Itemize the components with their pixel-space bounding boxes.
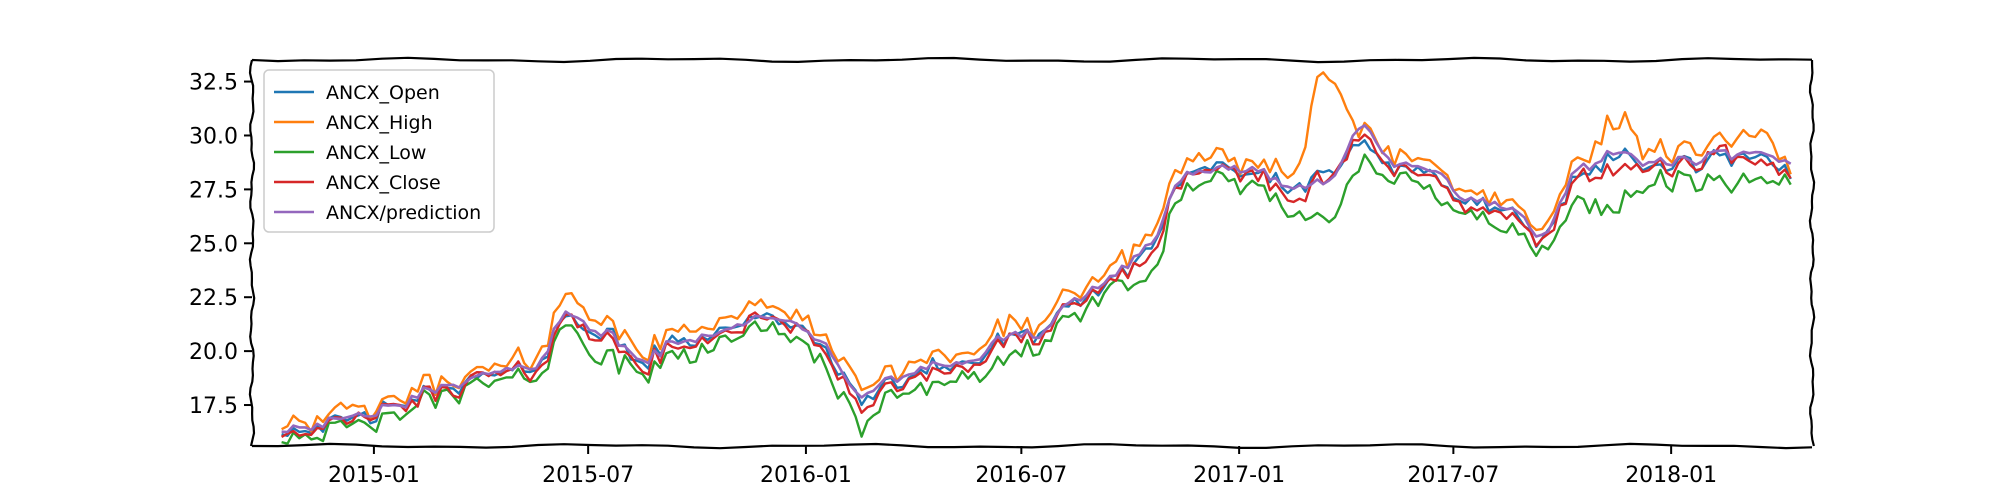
- y-tick-label: 17.5: [189, 394, 238, 419]
- axis-right: [1808, 59, 1816, 447]
- y-tick-label: 32.5: [189, 71, 238, 96]
- legend-label: ANCX_Open: [326, 82, 440, 104]
- y-tick-label: 22.5: [189, 286, 238, 311]
- legend-label: ANCX_Close: [326, 172, 441, 194]
- y-tick-label: 30.0: [189, 124, 238, 149]
- series-line-ancx-close: [281, 133, 1792, 438]
- x-tick-label: 2015-01: [328, 463, 420, 488]
- x-tick-label: 2016-01: [760, 463, 852, 488]
- x-tick-label: 2017-01: [1193, 463, 1285, 488]
- x-tick-label: 2016-07: [975, 463, 1067, 488]
- x-tick-label: 2017-07: [1407, 463, 1499, 488]
- legend-box: [263, 69, 495, 233]
- legend-label: ANCX_Low: [326, 142, 426, 164]
- legend-label: ANCX_High: [326, 112, 433, 134]
- x-tick-label: 2018-01: [1625, 463, 1717, 488]
- legend: ANCX_Open ANCX_High ANCX_Low ANCX_Close ANCX…: [263, 69, 495, 233]
- series-line-ancx-low: [281, 153, 1792, 445]
- y-tick-label: 25.0: [189, 232, 238, 257]
- series-group: [281, 71, 1792, 445]
- series-line-ancx-high: [281, 71, 1792, 433]
- y-tick-label: 20.0: [189, 340, 238, 365]
- series-line-ancx-prediction: [281, 124, 1792, 434]
- axis-bottom: [251, 442, 1813, 450]
- series-line-ancx-open: [281, 139, 1792, 437]
- axis-left: [248, 59, 256, 447]
- ticks: 17.5 20.0 22.5 25.0 27.5 30.0 32.5 2015-01 2015-…: [189, 71, 1717, 488]
- legend-label: ANCX/prediction: [326, 202, 481, 224]
- y-tick-label: 27.5: [189, 178, 238, 203]
- axis-top: [251, 56, 1813, 64]
- x-tick-label: 2015-07: [542, 463, 634, 488]
- axes: [248, 56, 1816, 450]
